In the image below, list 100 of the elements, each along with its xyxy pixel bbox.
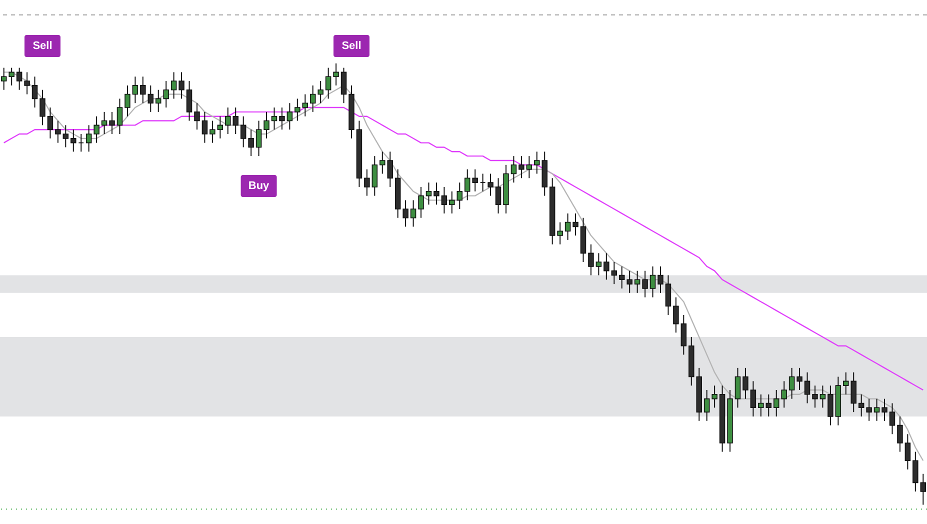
candlestick — [318, 80, 324, 104]
candlestick — [325, 67, 332, 100]
candlestick — [788, 367, 795, 400]
candlestick — [812, 385, 818, 408]
candlestick — [618, 266, 625, 289]
candlestick — [781, 380, 787, 408]
candlestick — [32, 76, 38, 108]
candlestick — [634, 270, 640, 294]
candlestick — [402, 200, 408, 228]
candlestick — [210, 120, 216, 144]
candlestick — [564, 212, 571, 240]
candlestick — [47, 107, 54, 139]
candlestick — [202, 111, 208, 144]
candlestick — [828, 385, 834, 426]
candlestick — [240, 116, 246, 148]
candlestick — [611, 262, 618, 285]
candlestick — [24, 72, 30, 95]
candlestick — [596, 252, 602, 276]
candlestick — [109, 111, 115, 134]
candlestick — [426, 182, 432, 206]
candlestick — [40, 89, 46, 126]
annotation: Buy — [248, 180, 270, 192]
candlestick — [434, 182, 440, 206]
candlestick — [912, 451, 918, 492]
candlestick — [124, 84, 130, 117]
candlestick — [178, 72, 184, 100]
candlestick — [858, 394, 864, 417]
candlestick — [140, 76, 146, 104]
candlestick — [410, 200, 416, 228]
candlestick — [248, 129, 254, 157]
candlestick — [302, 94, 308, 117]
candlestick — [441, 186, 448, 214]
candlestick — [256, 120, 262, 157]
candlestick — [510, 156, 517, 184]
candlestick — [340, 67, 347, 104]
candlestick — [8, 67, 14, 86]
candlestick — [488, 173, 494, 196]
candlestick — [170, 72, 177, 100]
candlestick — [820, 385, 826, 408]
candlestick — [742, 367, 748, 400]
candlestick — [712, 385, 718, 408]
candlestick — [286, 102, 293, 130]
candlestick — [642, 270, 648, 298]
candlestick — [62, 124, 69, 148]
candlestick — [94, 116, 100, 144]
candlestick — [572, 212, 578, 236]
candlestick — [456, 182, 463, 210]
candlestick — [472, 168, 478, 192]
candlestick — [372, 156, 378, 196]
candlestick — [294, 98, 300, 122]
candlestick — [194, 102, 200, 130]
candlestick — [704, 390, 710, 422]
candlestick — [750, 380, 756, 417]
candlestick — [673, 296, 679, 334]
candlestick — [148, 84, 154, 112]
text: Sell — [32, 40, 52, 52]
candlestick — [882, 398, 888, 422]
candlestick — [16, 67, 22, 90]
candlestick — [116, 98, 123, 134]
candlestick — [773, 390, 780, 417]
candlestick — [86, 124, 92, 152]
candlestick — [186, 80, 192, 122]
candlestick — [920, 473, 926, 506]
candlestick — [55, 120, 61, 144]
candlestick — [0, 67, 7, 90]
candlestick — [658, 266, 664, 294]
candlestick — [333, 62, 339, 86]
text: Sell — [342, 40, 362, 52]
candlestick — [904, 434, 911, 470]
candlestick — [889, 402, 896, 435]
candlestick — [588, 244, 594, 276]
candlestick — [680, 314, 687, 356]
candlestick — [734, 367, 741, 408]
candlestick — [766, 394, 772, 417]
candlestick — [264, 111, 270, 139]
candlestick — [70, 129, 76, 152]
candlestick — [557, 222, 563, 245]
candlestick — [665, 274, 672, 316]
candlestick — [758, 394, 764, 417]
candlestick — [604, 252, 610, 280]
candlestick — [78, 134, 84, 152]
candlestick — [526, 156, 532, 179]
candlestick — [464, 168, 470, 201]
candlestick — [650, 266, 656, 298]
candlestick — [495, 178, 502, 214]
candlestick — [132, 76, 138, 104]
candlestick — [310, 84, 316, 112]
candlestick — [163, 80, 169, 108]
candlestick — [101, 111, 108, 134]
candlestick — [874, 398, 880, 422]
candlestick — [518, 156, 524, 179]
candlestick — [796, 367, 802, 390]
candlestick — [626, 270, 632, 294]
candlestick — [866, 398, 872, 422]
candlestick — [804, 372, 810, 404]
candlestick — [271, 107, 278, 130]
candlestick — [364, 168, 370, 196]
candlestick — [155, 89, 162, 112]
candlestick — [418, 186, 424, 218]
candlestick — [279, 107, 285, 130]
